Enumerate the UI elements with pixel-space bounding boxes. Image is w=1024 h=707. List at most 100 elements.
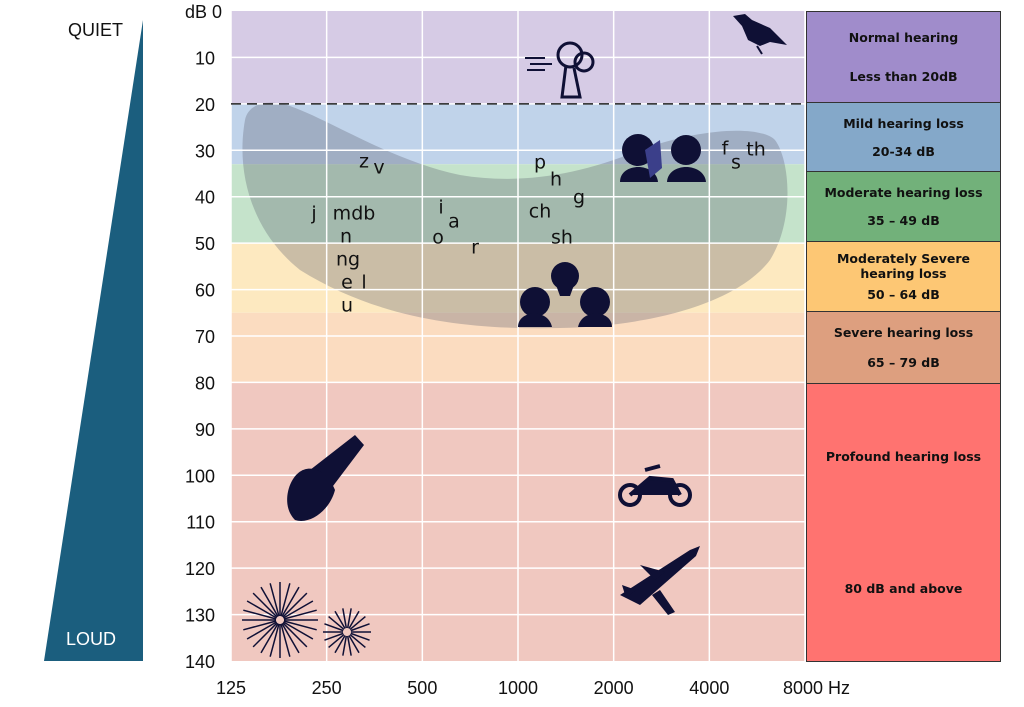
- legend-range: 50 – 64 dB: [867, 287, 940, 302]
- speech-sound: th: [746, 138, 766, 161]
- conversation-icon: [518, 262, 612, 327]
- loudness-triangle: [44, 20, 143, 661]
- speech-sound: f: [721, 137, 729, 160]
- y-tick-label: 120: [185, 559, 215, 579]
- legend-range: 65 – 79 dB: [867, 354, 940, 370]
- legend-range: 80 dB and above: [844, 581, 963, 597]
- firework-ray: [243, 609, 277, 620]
- whisper-icon: [620, 134, 706, 182]
- y-tick-label: 20: [195, 95, 215, 115]
- y-tick-label: 100: [185, 466, 215, 486]
- legend-name: Moderately Severe hearing loss: [836, 251, 971, 281]
- firework-ray: [342, 635, 348, 656]
- x-tick-label: 1000: [498, 678, 538, 698]
- legend-range: 35 – 49 dB: [867, 213, 940, 229]
- firework-ray: [328, 633, 345, 649]
- x-tick-label: 500: [407, 678, 437, 698]
- speech-sound: a: [448, 210, 460, 233]
- legend-normal-hearing: Normal hearing Less than 20dB: [806, 11, 1001, 103]
- speech-sound: j: [311, 202, 317, 225]
- firework-ray: [269, 623, 280, 657]
- firework-ray: [283, 620, 317, 631]
- speech-sound: ng: [335, 248, 361, 271]
- firework-ray: [324, 632, 344, 641]
- y-tick-label: 130: [185, 606, 215, 626]
- y-tick-label: 50: [195, 234, 215, 254]
- firework-ray: [346, 635, 352, 656]
- firework-ray: [280, 623, 291, 657]
- firework-ray: [283, 609, 317, 620]
- firework-ray: [283, 600, 314, 619]
- legend-moderately-severe-hearing-loss: Moderately Severe hearing loss 50 – 64 dB: [806, 241, 1001, 312]
- y-tick-label: 10: [195, 48, 215, 68]
- speech-sound: sh: [551, 226, 573, 249]
- y-tick-label: 60: [195, 281, 215, 301]
- firework-ray: [282, 622, 308, 648]
- loud-label: LOUD: [66, 629, 116, 649]
- y-tick-label: dB 0: [185, 2, 222, 22]
- firework-ray: [348, 635, 360, 654]
- firework-ray: [324, 623, 344, 632]
- speech-sound: g: [572, 186, 586, 209]
- legend-name: Profound hearing loss: [825, 448, 982, 464]
- firework-ray: [246, 621, 277, 640]
- fireworks-icon: [242, 582, 371, 658]
- speech-sound: p: [533, 151, 547, 174]
- legend-name: Severe hearing loss: [833, 325, 974, 341]
- firework-ray: [349, 615, 366, 631]
- firework-ray: [334, 610, 346, 629]
- legend-range: Less than 20dB: [849, 69, 958, 84]
- speech-sound: s: [731, 151, 741, 174]
- y-tick-label: 40: [195, 188, 215, 208]
- firework-ray: [260, 623, 279, 654]
- legend-severe-hearing-loss: Severe hearing loss 65 – 79 dB: [806, 311, 1001, 384]
- speech-sound: v: [373, 156, 385, 179]
- airplane-icon: [620, 546, 700, 615]
- chainsaw-icon: [287, 435, 364, 521]
- legend-moderate-hearing-loss: Moderate hearing loss 35 – 49 dB: [806, 171, 1001, 242]
- firework-ray: [350, 632, 370, 641]
- firework-ray: [349, 633, 366, 649]
- speech-sound: o: [432, 226, 444, 249]
- y-tick-label: 110: [186, 513, 215, 533]
- speech-sound: ch: [528, 200, 552, 223]
- speech-sound: z: [359, 150, 369, 173]
- speech-sound: r: [471, 236, 479, 259]
- x-tick-label: 250: [312, 678, 342, 698]
- speech-sound: e: [341, 271, 353, 294]
- y-tick-label: 30: [195, 141, 215, 161]
- firework-ray: [246, 600, 277, 619]
- firework-ray: [334, 635, 346, 654]
- firework-ray: [342, 608, 348, 629]
- quiet-label: QUIET: [68, 20, 123, 40]
- x-tick-label: 2000: [594, 678, 634, 698]
- speech-sound: u: [340, 294, 354, 317]
- legend-range: 20-34 dB: [872, 143, 935, 159]
- firework-ray: [243, 620, 277, 631]
- legend-name: Mild hearing loss: [843, 115, 964, 131]
- firework-ray: [260, 586, 279, 617]
- firework-ray: [252, 592, 278, 618]
- legend-name: Normal hearing: [848, 30, 959, 45]
- y-tick-label: 70: [195, 327, 215, 347]
- firework-ray: [252, 622, 278, 648]
- speech-sound: l: [361, 271, 367, 294]
- firework-ray: [281, 586, 300, 617]
- speech-sound: mdb: [332, 202, 376, 225]
- firework-ray: [282, 592, 308, 618]
- x-tick-label: 4000: [689, 678, 729, 698]
- firework-ray: [280, 583, 291, 617]
- wind-tree-icon: [525, 41, 595, 99]
- legend-profound-hearing-loss: Profound hearing loss 80 dB and above: [806, 383, 1001, 662]
- bird-icon: [733, 14, 787, 55]
- firework-ray: [348, 610, 360, 629]
- y-tick-label: 80: [195, 373, 215, 393]
- firework-ray: [346, 608, 352, 629]
- y-tick-label: 90: [195, 420, 215, 440]
- speech-sound: n: [339, 225, 353, 248]
- speech-sound: i: [438, 196, 444, 219]
- firework-ray: [350, 623, 370, 632]
- legend-name: Moderate hearing loss: [824, 184, 983, 200]
